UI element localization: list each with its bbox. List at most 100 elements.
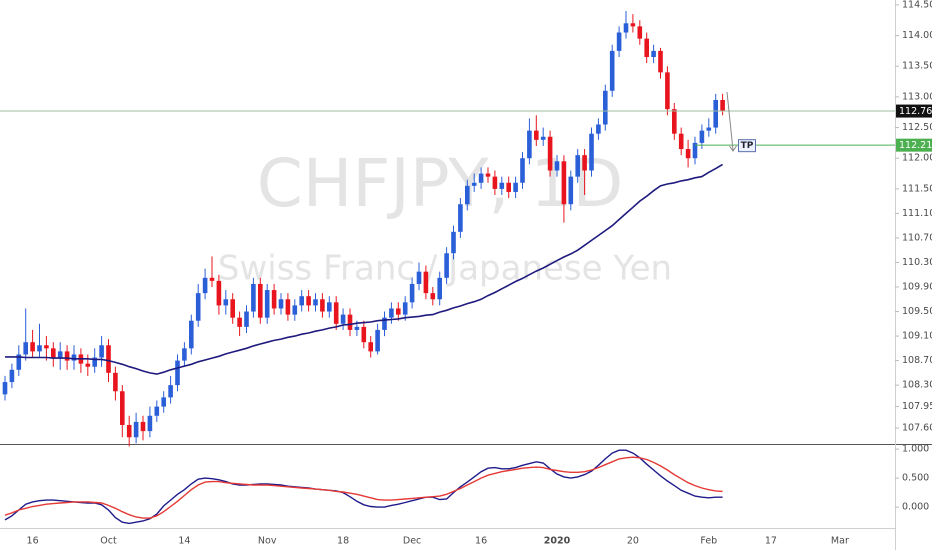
candle-body xyxy=(244,311,249,327)
candle-body xyxy=(423,271,429,294)
candle-body xyxy=(720,99,725,112)
candle-body xyxy=(285,299,291,315)
candle-body xyxy=(113,372,118,392)
y-tick-label: 1.000 xyxy=(902,444,929,455)
candle-body xyxy=(396,308,401,315)
candle-body xyxy=(64,351,70,361)
candle-body xyxy=(92,357,97,367)
candle-body xyxy=(278,299,284,309)
y-tick-label: 110.300 xyxy=(902,257,932,268)
candle-body xyxy=(637,26,643,39)
candle-body xyxy=(575,155,580,177)
projection-arrow xyxy=(726,91,737,152)
candle-body xyxy=(44,345,49,349)
candle-body xyxy=(527,130,532,159)
candle-body xyxy=(237,317,242,327)
candle-body xyxy=(299,296,304,306)
candle-body xyxy=(409,283,415,303)
candle-body xyxy=(713,99,718,128)
price-label-box xyxy=(896,104,932,118)
x-tick-label: Feb xyxy=(700,536,717,547)
candle-body xyxy=(623,23,629,33)
candle-body xyxy=(389,308,394,318)
candle-body xyxy=(416,271,422,284)
candle-body xyxy=(251,283,256,312)
candle-body xyxy=(140,421,146,432)
candle-body xyxy=(313,299,318,306)
candle-body xyxy=(699,130,705,143)
candle-body xyxy=(230,299,235,318)
y-tick-label: 114.500 xyxy=(902,0,932,10)
candle-body xyxy=(534,130,539,140)
candle-body xyxy=(292,305,298,315)
moving-average xyxy=(5,163,724,375)
x-tick-label: 16 xyxy=(27,536,39,547)
candle-body xyxy=(451,231,456,254)
candle-body xyxy=(644,38,649,58)
x-tick-label: 14 xyxy=(178,536,190,547)
watermark-title: CHFJPY, 1D xyxy=(257,145,624,222)
candle-body xyxy=(126,424,132,438)
candle-body xyxy=(582,155,587,171)
y-tick-label: 110.700 xyxy=(902,232,932,243)
candle-body xyxy=(609,50,615,91)
candle-body xyxy=(154,406,160,416)
candle-body xyxy=(99,345,104,358)
candle-body xyxy=(561,161,567,205)
x-tick-label: Mar xyxy=(831,536,849,547)
candle-body xyxy=(120,391,125,425)
candle-body xyxy=(347,314,353,330)
price-label-box xyxy=(896,138,932,152)
candle-body xyxy=(589,133,594,171)
candle-body xyxy=(492,176,498,189)
candle-body xyxy=(520,158,525,183)
y-tick-label: 111.100 xyxy=(902,208,932,219)
y-tick-label: 107.600 xyxy=(902,423,932,434)
price-label: 112.213 xyxy=(899,140,932,151)
candle-body xyxy=(706,127,712,131)
candle-body xyxy=(458,204,463,232)
candle-body xyxy=(209,277,215,281)
candle-body xyxy=(547,136,553,171)
candle-body xyxy=(665,72,670,110)
y-tick-label: 114.000 xyxy=(902,30,932,41)
y-tick-label: 108.300 xyxy=(902,380,932,391)
candle-body xyxy=(465,185,470,205)
candle-body xyxy=(340,314,346,324)
candle-body xyxy=(616,32,622,51)
candle-body xyxy=(30,342,35,352)
candle-body xyxy=(133,421,139,438)
y-tick-label: 109.900 xyxy=(902,282,932,293)
candle-body xyxy=(85,363,91,367)
candle-body xyxy=(354,326,360,330)
candle-body xyxy=(327,302,332,312)
candle-body xyxy=(499,182,505,189)
candle-body xyxy=(430,293,436,300)
candle-body xyxy=(672,109,677,134)
candle-body xyxy=(361,326,367,343)
candle-body xyxy=(320,299,325,312)
oscillator-line xyxy=(4,449,723,525)
x-tick-label: Dec xyxy=(403,536,421,547)
x-tick-label: 17 xyxy=(765,536,777,547)
candle-body xyxy=(195,293,201,321)
x-tick-label: Oct xyxy=(100,536,117,547)
candle-body xyxy=(506,182,511,192)
tp-box xyxy=(738,139,756,153)
y-tick-label: 113.500 xyxy=(902,61,932,72)
y-tick-label: 111.500 xyxy=(902,183,932,194)
y-tick-label: 0.500 xyxy=(902,473,929,484)
candle-body xyxy=(658,50,663,73)
candle-body xyxy=(375,329,380,352)
candle-body xyxy=(596,124,601,134)
y-tick-label: 112.000 xyxy=(902,153,932,164)
candle-body xyxy=(271,290,277,309)
candle-body xyxy=(51,348,56,358)
candle-body xyxy=(485,173,491,177)
candle-body xyxy=(540,136,546,140)
candle-body xyxy=(685,149,691,159)
x-tick-label: Nov xyxy=(258,536,277,547)
candle-body xyxy=(678,133,684,150)
